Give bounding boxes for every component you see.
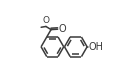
Text: O: O (59, 24, 66, 34)
Text: OH: OH (88, 42, 103, 52)
Text: O: O (42, 16, 50, 25)
